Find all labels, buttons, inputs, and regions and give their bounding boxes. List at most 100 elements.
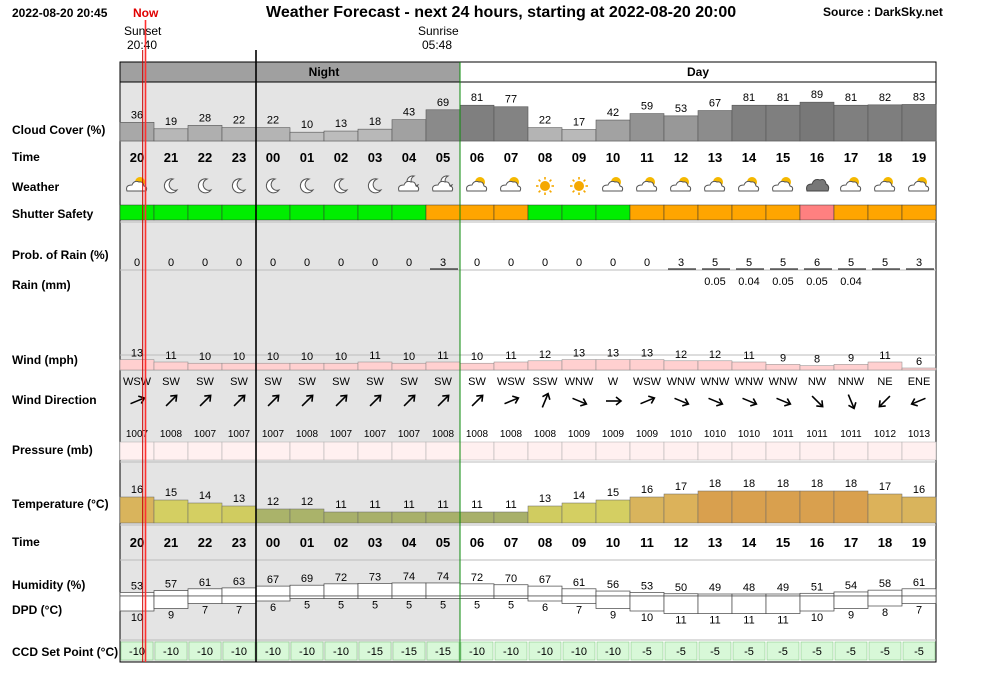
time-label: 11 — [640, 535, 654, 550]
wind-direction-label: SW — [162, 376, 180, 388]
humidity-value: 61 — [199, 577, 211, 589]
humidity-value: 54 — [845, 580, 857, 592]
temperature-bar — [527, 505, 563, 524]
humidity-bar — [391, 582, 427, 597]
pressure-cell — [357, 441, 393, 461]
night-shading — [120, 82, 460, 662]
shutter-cell — [323, 204, 359, 221]
pressure-value: 1008 — [432, 429, 455, 440]
dpd-bar — [595, 595, 631, 609]
pressure-value: 1011 — [772, 429, 794, 440]
time-label: 21 — [164, 535, 178, 550]
pressure-cell — [799, 441, 835, 461]
temperature-bar — [629, 496, 665, 524]
pressure-cell — [493, 441, 529, 461]
pressure-value: 1013 — [908, 429, 931, 440]
ccd-value: -10 — [333, 646, 349, 658]
pressure-value: 1011 — [806, 429, 828, 440]
pressure-value: 1010 — [738, 429, 761, 440]
time-label: 15 — [776, 535, 790, 550]
ccd-value: -10 — [265, 646, 281, 658]
time-label: 06 — [470, 150, 484, 165]
wind-bar — [799, 365, 835, 371]
shutter-cell — [731, 204, 767, 221]
wind-value: 12 — [709, 349, 721, 361]
dpd-bar — [901, 595, 937, 604]
temperature-bar — [833, 490, 869, 524]
wind-direction-label: ENE — [908, 376, 931, 388]
wind-arrow-icon — [301, 394, 314, 407]
cloud-value: 81 — [471, 92, 483, 104]
temperature-bar — [221, 505, 257, 524]
temperature-value: 18 — [743, 478, 755, 490]
temperature-value: 13 — [233, 493, 245, 505]
night-header — [119, 61, 461, 83]
rain-prob-value: 0 — [406, 257, 412, 269]
dpd-value: 5 — [338, 600, 344, 612]
partly-cloudy-day-icon — [738, 177, 760, 192]
clear-day-icon — [536, 177, 554, 195]
wind-arrow-icon — [572, 397, 588, 407]
wind-arrow-icon — [403, 394, 416, 407]
humidity-value: 58 — [879, 578, 891, 590]
time-label: 00 — [266, 150, 280, 165]
wind-bar — [119, 359, 155, 371]
ccd-value: -10 — [503, 646, 519, 658]
shutter-cell — [697, 204, 733, 221]
time-label: 16 — [810, 150, 824, 165]
page-title: Weather Forecast - next 24 hours, starti… — [266, 4, 737, 21]
dpd-value: 7 — [576, 605, 582, 617]
dpd-bar — [119, 595, 155, 612]
cloud-bar — [119, 122, 155, 142]
clear-night-icon — [265, 178, 281, 194]
pressure-value: 1007 — [228, 429, 251, 440]
wind-bar — [323, 362, 359, 371]
wind-value: 12 — [539, 349, 551, 361]
rain-mm-value: 0.04 — [840, 276, 861, 288]
time-label: 20 — [130, 150, 144, 165]
temperature-bar — [765, 490, 801, 524]
row-label-weather: Weather — [12, 180, 59, 194]
cloud-value: 53 — [675, 103, 687, 115]
humidity-value: 53 — [131, 580, 143, 592]
humidity-bar — [255, 585, 291, 597]
day-label: Day — [687, 65, 709, 79]
sunrise-label: Sunrise — [418, 24, 459, 38]
wind-bar — [629, 359, 665, 371]
rain-mm-value: 0.04 — [738, 276, 759, 288]
shutter-cell — [153, 204, 189, 221]
ccd-cell — [392, 641, 426, 661]
wind-bar — [187, 362, 223, 371]
wind-bar — [867, 361, 903, 371]
temperature-value: 18 — [709, 478, 721, 490]
ccd-cell — [528, 641, 562, 661]
humidity-value: 48 — [743, 582, 755, 594]
wind-arrow-icon — [640, 395, 656, 405]
cloud-value: 81 — [777, 92, 789, 104]
ccd-cell — [664, 641, 698, 661]
pressure-value: 1007 — [364, 429, 387, 440]
cloud-bar — [731, 104, 767, 142]
time-label: 23 — [232, 535, 246, 550]
dpd-value: 10 — [811, 612, 823, 624]
partly-cloudy-day-icon — [874, 177, 896, 192]
ccd-cell — [596, 641, 630, 661]
pressure-cell — [425, 441, 461, 461]
cloud-value: 10 — [301, 119, 313, 131]
wind-direction-label: SW — [434, 376, 452, 388]
ccd-cell — [868, 641, 902, 661]
cloud-bar — [493, 106, 529, 142]
wind-arrow-icon — [910, 397, 926, 407]
humidity-bar — [901, 588, 937, 597]
wind-arrow-icon — [369, 394, 382, 407]
dpd-bar — [187, 595, 223, 604]
shutter-cell — [527, 204, 563, 221]
ccd-cell — [902, 641, 936, 661]
time-label: 19 — [912, 535, 926, 550]
dpd-value: 5 — [372, 600, 378, 612]
temperature-value: 16 — [913, 484, 925, 496]
ccd-value: -5 — [676, 646, 686, 658]
cloud-bar — [595, 119, 631, 142]
temperature-bar — [663, 493, 699, 524]
